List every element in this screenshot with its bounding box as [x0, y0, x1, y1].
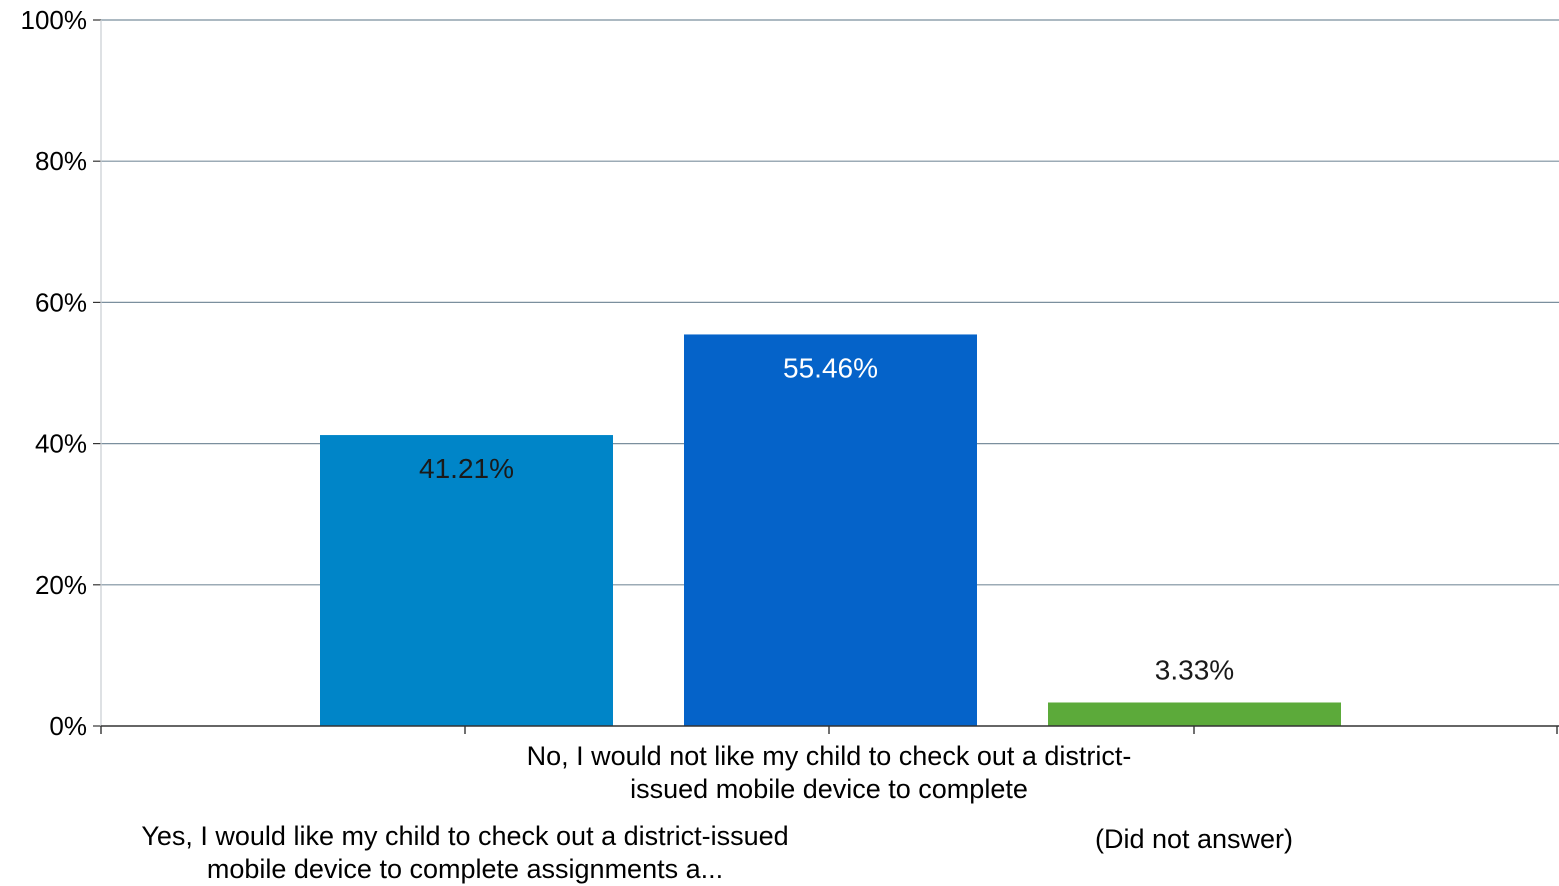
y-tick-label: 80% [35, 146, 87, 176]
x-category-label-line: (Did not answer) [1095, 824, 1293, 854]
y-tick-label: 20% [35, 570, 87, 600]
x-category-label-line: Yes, I would like my child to check out … [141, 821, 788, 851]
x-category-label-line: mobile device to complete assignments a.… [207, 854, 723, 884]
x-category-label: (Did not answer) [1095, 824, 1293, 854]
y-tick-label: 0% [49, 711, 87, 741]
data-label: 55.46% [783, 352, 878, 383]
x-category-label: Yes, I would like my child to check out … [141, 821, 788, 884]
bar [320, 435, 613, 726]
bar [1048, 702, 1341, 726]
data-label: 41.21% [419, 453, 514, 484]
bar [684, 334, 977, 726]
x-category-label-line: No, I would not like my child to check o… [527, 741, 1132, 771]
x-category-label-line: issued mobile device to complete [630, 774, 1028, 804]
x-category-label: No, I would not like my child to check o… [527, 741, 1132, 804]
y-tick-label: 60% [35, 287, 87, 317]
data-label: 3.33% [1155, 654, 1234, 685]
y-tick-label: 40% [35, 429, 87, 459]
y-tick-label: 100% [21, 5, 88, 35]
